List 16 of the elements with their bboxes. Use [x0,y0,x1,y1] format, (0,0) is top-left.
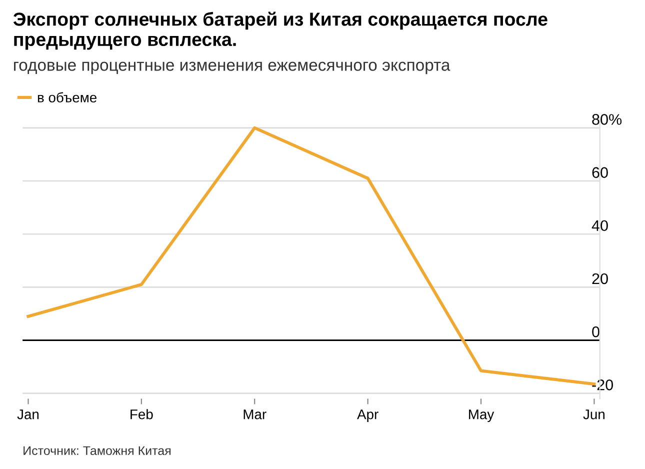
x-tick-label: Mar [244,410,266,420]
y-tick-label: -20 [592,380,613,390]
legend-label: в объеме [38,92,97,102]
x-tick-label: Apr [357,410,378,422]
y-tick-label: 20 [592,273,608,284]
x-tick-label: Feb [130,409,153,420]
x-tick-label: Jan [17,410,39,420]
chart-subtitle: годовые процентные изменения ежемесячного экспорта [14,62,450,74]
y-tick-label: 40 [592,220,608,232]
x-tick-label: Jun [583,410,604,420]
text: Источник: Таможня Китая [24,446,171,456]
y-tick-label: 60 [592,167,608,178]
y-tick-label: 0 [592,326,600,338]
chart-title: Экспорт солнечных батарей из Китая сокращается после предыдущего всплеска. [13,12,548,50]
y-tick-label: 80% [592,114,622,125]
x-tick-label: May [469,410,494,422]
